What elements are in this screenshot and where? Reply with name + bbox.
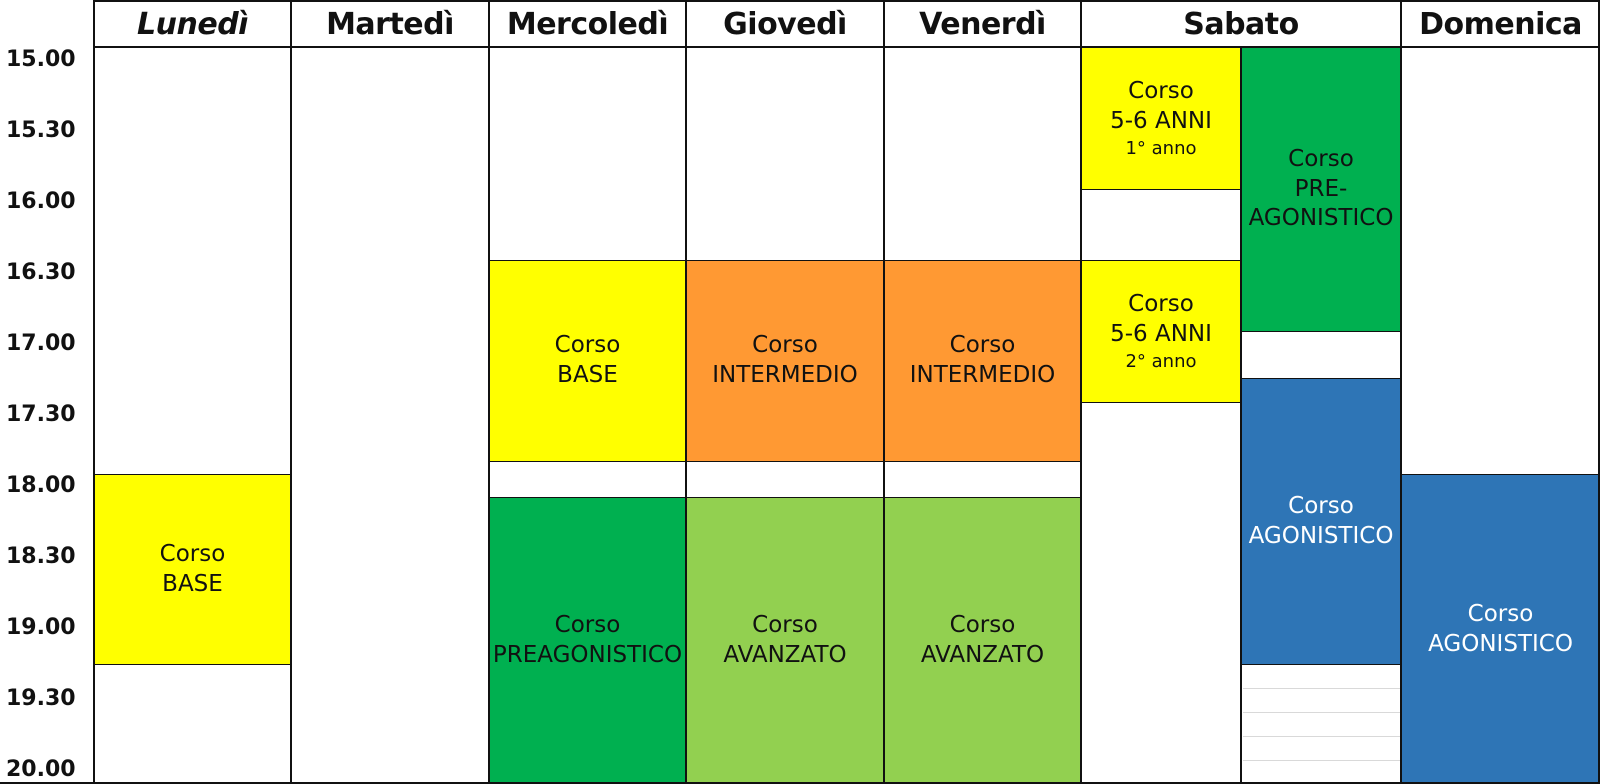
course-block-giovedi-avanzato: Corso AVANZATO (686, 497, 884, 784)
course-level: AGONISTICO (1248, 522, 1394, 549)
time-label: 18.00 (6, 472, 76, 498)
course-year: 2° anno (1125, 350, 1197, 372)
course-label: Corso (1467, 600, 1534, 627)
course-label: Corso (159, 540, 226, 567)
day-header-mercoledi: Mercoledì (506, 6, 669, 42)
time-label: 17.00 (6, 330, 76, 356)
course-block-sabato-agonistico: Corso AGONISTICO (1241, 378, 1401, 665)
course-level: PRE- (1294, 175, 1348, 202)
course-label: Corso (554, 332, 621, 359)
course-level: INTERMEDIO (712, 362, 858, 388)
course-level: AVANZATO (920, 642, 1045, 668)
course-level: BASE (557, 362, 618, 388)
course-label: Corso (1288, 145, 1354, 172)
divider (883, 0, 885, 784)
course-year: 1° anno (1125, 137, 1197, 159)
day-header-lunedi: Lunedì (137, 6, 248, 42)
time-label: 15.00 (6, 46, 76, 72)
course-block-giovedi-intermedio: Corso INTERMEDIO (686, 260, 884, 462)
divider (1400, 0, 1402, 784)
course-block-mercoledi-preagonistico: Corso PREAGONISTICO (489, 497, 686, 784)
day-header-venerdi: Venerdì (919, 6, 1046, 42)
divider (1243, 760, 1400, 761)
course-label: Corso (1128, 290, 1194, 317)
course-block-domenica-agonistico: Corso AGONISTICO (1401, 474, 1600, 784)
course-label: Corso (1288, 492, 1354, 519)
time-label: 15.30 (6, 117, 76, 143)
course-level: AVANZATO (723, 642, 847, 668)
course-block-sabato-pre-agonistico: Corso PRE- AGONISTICO (1241, 48, 1401, 332)
divider (1598, 0, 1600, 784)
course-block-sabato-5-6-anni-1: Corso 5-6 ANNI 1° anno (1081, 48, 1241, 190)
course-level: BASE (162, 570, 223, 597)
divider (1243, 688, 1400, 689)
divider (1243, 736, 1400, 737)
day-header-martedi: Martedì (326, 6, 454, 42)
course-label: Corso (1128, 77, 1194, 104)
time-label: 19.30 (6, 685, 76, 711)
course-block-mercoledi-base: Corso BASE (489, 260, 686, 462)
course-label: Corso (554, 612, 621, 639)
course-block-sabato-5-6-anni-2: Corso 5-6 ANNI 2° anno (1081, 260, 1241, 403)
divider (1243, 712, 1400, 713)
divider (488, 0, 490, 784)
course-block-venerdi-avanzato: Corso AVANZATO (884, 497, 1081, 784)
time-label: 19.00 (6, 614, 76, 640)
divider (0, 782, 1600, 784)
divider (1080, 0, 1082, 784)
time-label: 17.30 (6, 401, 76, 427)
day-header-sabato: Sabato (1183, 6, 1299, 42)
course-label: Corso (752, 332, 818, 359)
course-label: Corso (949, 332, 1016, 359)
course-label: Corso (752, 612, 818, 639)
time-label: 16.00 (6, 188, 76, 214)
divider (290, 0, 292, 784)
divider (93, 0, 95, 784)
divider (93, 0, 1600, 2)
course-level: PREAGONISTICO (492, 642, 683, 668)
course-level: INTERMEDIO (909, 362, 1056, 388)
time-label: 20.00 (6, 756, 76, 782)
time-label: 16.30 (6, 259, 76, 285)
time-label: 18.30 (6, 543, 76, 569)
day-header-domenica: Domenica (1419, 6, 1582, 42)
course-level-cont: AGONISTICO (1248, 205, 1394, 232)
course-level: AGONISTICO (1428, 630, 1573, 657)
course-block-lunedi-base: Corso BASE (94, 474, 291, 665)
divider (93, 46, 1600, 48)
course-level: 5-6 ANNI (1110, 320, 1212, 347)
day-header-giovedi: Giovedì (723, 6, 847, 42)
divider (685, 0, 687, 784)
course-label: Corso (949, 612, 1016, 639)
divider (1240, 48, 1242, 784)
course-block-venerdi-intermedio: Corso INTERMEDIO (884, 260, 1081, 462)
course-level: 5-6 ANNI (1110, 107, 1212, 134)
